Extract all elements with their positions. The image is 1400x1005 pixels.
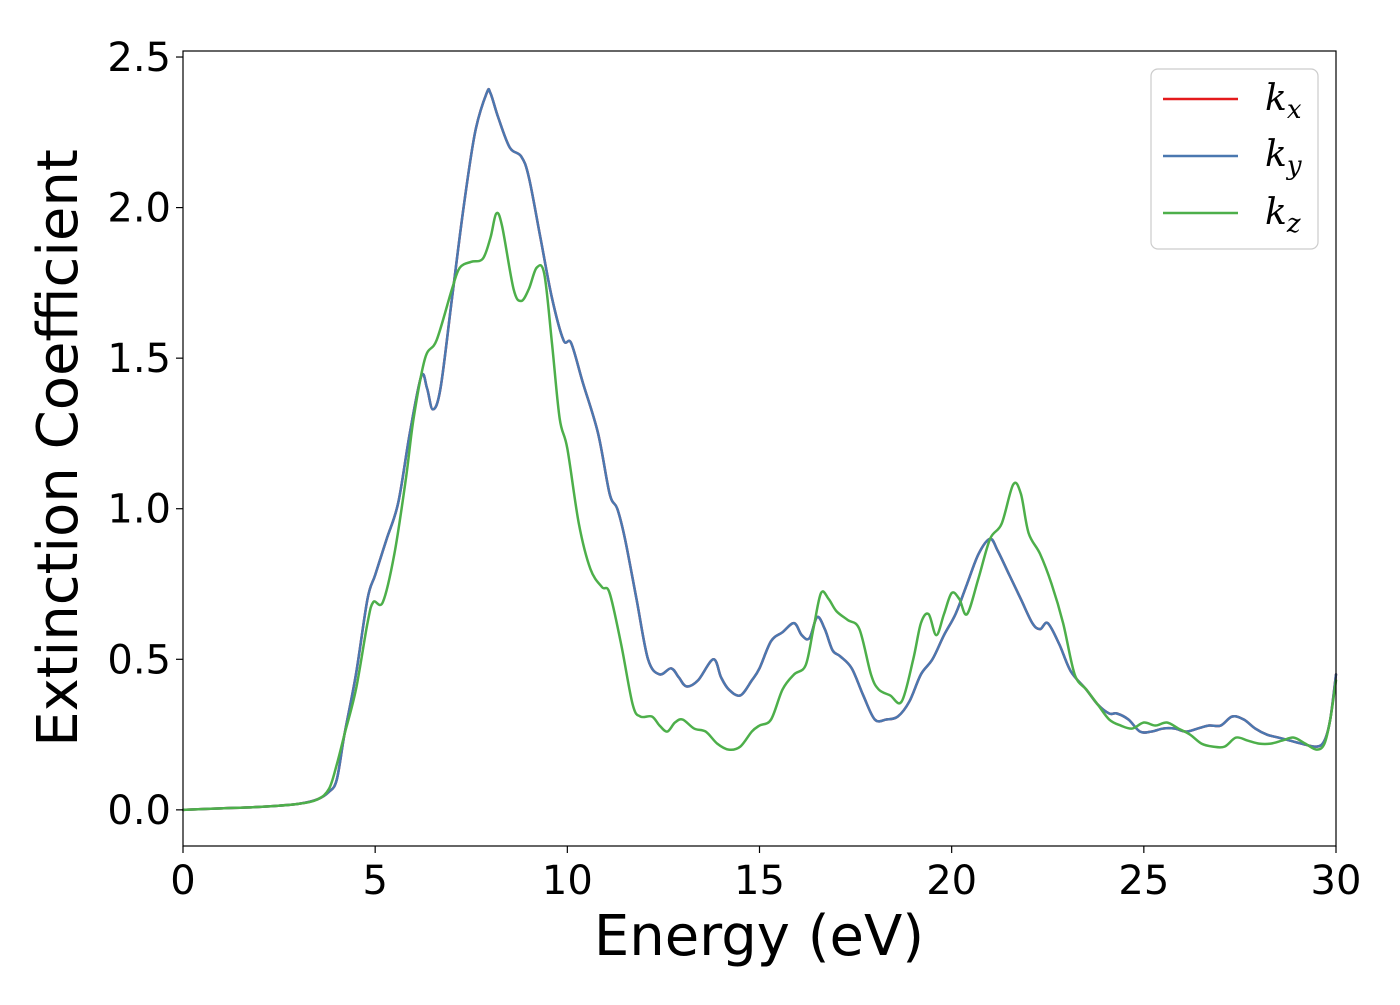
legend-label-kz: kz: [1265, 192, 1301, 239]
legend-box: [1150, 68, 1319, 250]
x-axis-ticks: 0 5 10 15 20 25 30: [170, 846, 1361, 904]
y-tick-label: 1.5: [107, 336, 171, 382]
legend-label-ky-sub: y: [1286, 151, 1302, 181]
legend-label-kz-main: k: [1265, 192, 1287, 233]
legend-label-ky: ky: [1265, 134, 1302, 181]
y-tick-label: 0.0: [107, 788, 171, 834]
series-layer: [181, 87, 1338, 812]
x-tick-label: 15: [734, 858, 785, 904]
legend: kx ky kz: [1150, 68, 1319, 250]
legend-label-kx-main: k: [1265, 78, 1287, 119]
y-tick-label: 2.0: [107, 186, 171, 232]
series-line-kz: [181, 211, 1338, 812]
legend-label-kx: kx: [1265, 78, 1302, 125]
legend-label-kx-sub: x: [1287, 95, 1302, 125]
y-axis-title: Extinction Coefficient: [26, 149, 91, 747]
x-tick-label: 10: [542, 858, 593, 904]
legend-label-ky-main: k: [1265, 134, 1287, 175]
y-tick-label: 0.5: [107, 637, 171, 683]
x-tick-label: 20: [926, 858, 977, 904]
x-tick-label: 30: [1311, 858, 1362, 904]
series-line-ky: [181, 87, 1338, 812]
y-tick-label: 2.5: [107, 35, 171, 81]
x-tick-label: 5: [362, 858, 387, 904]
x-axis-title: Energy (eV): [594, 904, 924, 969]
x-tick-label: 25: [1118, 858, 1169, 904]
y-axis-ticks: 0.0 0.5 1.0 1.5 2.0 2.5: [107, 35, 183, 834]
legend-label-kz-sub: z: [1286, 209, 1301, 239]
x-tick-label: 0: [170, 858, 195, 904]
y-tick-label: 1.0: [107, 487, 171, 533]
